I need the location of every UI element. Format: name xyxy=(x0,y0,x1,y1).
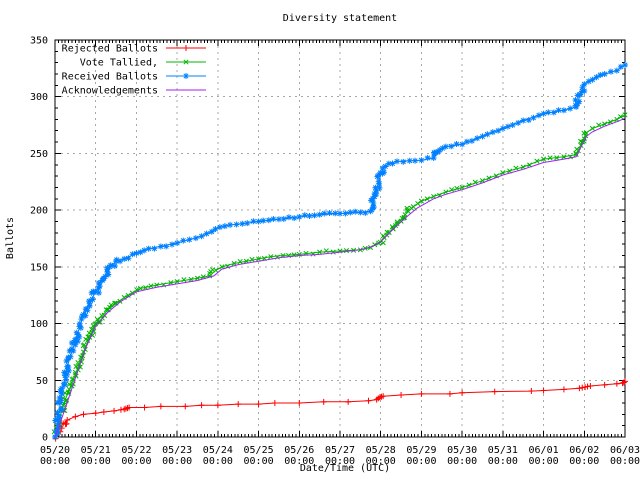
x-tick-label-time: 00:00 xyxy=(81,456,111,467)
x-tick-label-date: 05/27 xyxy=(325,445,355,456)
y-tick-labels: 0 50 100 150 200 250 300 350 xyxy=(30,36,48,444)
legend-label: Received Ballots xyxy=(62,72,158,83)
legend-sample-marker-cross xyxy=(183,59,189,65)
x-tick-label-time: 00:00 xyxy=(529,456,559,467)
x-tick-label-time: 00:00 xyxy=(121,456,151,467)
x-tick-label-date: 05/30 xyxy=(447,445,477,456)
x-tick-label-time: 00:00 xyxy=(447,456,477,467)
x-tick-label-time: 00:00 xyxy=(40,456,70,467)
x-tick-label-date: 05/21 xyxy=(81,445,111,456)
x-tick-label-date: 05/23 xyxy=(162,445,192,456)
x-tick-label-time: 00:00 xyxy=(203,456,233,467)
y-tick-label: 250 xyxy=(30,149,48,160)
x-tick-label-time: 00:00 xyxy=(284,456,314,467)
x-tick-label-date: 05/20 xyxy=(40,445,70,456)
x-tick-label-time: 00:00 xyxy=(244,456,274,467)
legend-item-vote-tallied: Vote Tallied, xyxy=(80,58,206,69)
series-acknowledgements xyxy=(54,117,626,438)
legend-label: Acknowledgements xyxy=(62,86,158,97)
y-tick-label: 200 xyxy=(30,206,48,217)
x-tick-label-date: 05/31 xyxy=(488,445,518,456)
grid-lines xyxy=(54,39,626,438)
y-tick-label: 300 xyxy=(30,92,48,103)
x-tick-label-time: 00:00 xyxy=(325,456,355,467)
x-tick-label-time: 00:00 xyxy=(366,456,396,467)
legend-sample-marker-star xyxy=(183,73,189,79)
series-line-acknowledgements xyxy=(54,117,626,438)
x-tick-label-date: 05/22 xyxy=(121,445,151,456)
legend-label: Vote Tallied, xyxy=(80,58,158,69)
legend-sample-marker-plus xyxy=(183,45,189,51)
y-tick-label: 100 xyxy=(30,319,48,330)
x-tick-label-date: 05/28 xyxy=(366,445,396,456)
x-tick-label-date: 06/03 xyxy=(610,445,640,456)
legend: Rejected Ballots Vote Tallied, Received Ba… xyxy=(62,44,206,97)
y-tick-label: 0 xyxy=(42,433,48,444)
legend-item-received-ballots: Received Ballots xyxy=(62,72,206,83)
y-tick-label: 350 xyxy=(30,36,48,47)
x-tick-label-date: 05/29 xyxy=(406,445,436,456)
x-tick-label-time: 00:00 xyxy=(488,456,518,467)
x-axis-label: Date/Time (UTC) xyxy=(300,463,390,474)
x-tick-label-time: 00:00 xyxy=(406,456,436,467)
x-tick-label-date: 05/24 xyxy=(203,445,233,456)
x-tick-label-time: 00:00 xyxy=(569,456,599,467)
data-series xyxy=(51,61,628,442)
chart-title: Diversity statement xyxy=(283,13,397,24)
legend-item-acknowledgements: Acknowledgements xyxy=(62,86,206,97)
x-tick-label-date: 06/02 xyxy=(569,445,599,456)
x-tick-label-time: 00:00 xyxy=(162,456,192,467)
x-tick-label-time: 00:00 xyxy=(610,456,640,467)
plot-frame xyxy=(54,39,626,438)
legend-item-rejected-ballots: Rejected Ballots xyxy=(62,44,206,55)
x-tick-labels: 05/2000:0005/2100:0005/2200:0005/2300:00… xyxy=(40,445,640,467)
x-tick-label-date: 06/01 xyxy=(529,445,559,456)
x-tick-label-date: 05/25 xyxy=(244,445,274,456)
y-tick-label: 50 xyxy=(36,376,48,387)
y-axis-label: Ballots xyxy=(5,217,16,259)
legend-label: Rejected Ballots xyxy=(62,44,158,55)
x-tick-label-date: 05/26 xyxy=(284,445,314,456)
y-tick-label: 150 xyxy=(30,262,48,273)
